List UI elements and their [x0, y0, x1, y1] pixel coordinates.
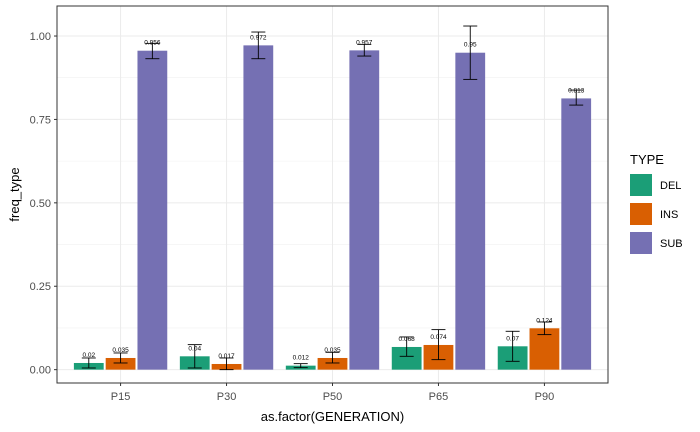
- bar-ins: [317, 357, 348, 370]
- legend-key-sub: [630, 232, 652, 254]
- error-bar: [431, 329, 446, 361]
- x-tick-label: P90: [535, 391, 555, 403]
- y-axis: 0.00 0.25 0.50 0.75 1.00: [30, 31, 57, 377]
- data-labels: 0.02 0.04 0.012 0.068 0.07 0.035 0.017 0.035 0.0…: [82, 34, 584, 361]
- data-label: 0.017: [218, 353, 235, 360]
- legend-label: SUB: [660, 238, 683, 250]
- legend-key-ins: [630, 203, 652, 225]
- error-bar: [145, 42, 160, 60]
- y-tick-label: 1.00: [30, 31, 51, 43]
- data-label: 0.124: [536, 317, 553, 324]
- data-label: 0.957: [356, 39, 373, 46]
- legend-title: TYPE: [630, 152, 664, 167]
- error-bar: [187, 344, 202, 369]
- x-axis-title: as.factor(GENERATION): [261, 409, 405, 424]
- error-bar: [81, 357, 96, 369]
- x-axis: P15 P30 P50 P65 P90: [111, 383, 554, 403]
- error-bar: [251, 31, 266, 60]
- bars: [73, 45, 592, 370]
- y-tick-label: 0.50: [30, 198, 51, 210]
- data-label: 0.95: [464, 42, 477, 49]
- data-label: 0.04: [188, 345, 201, 352]
- data-label: 0.074: [430, 334, 447, 341]
- error-bar: [325, 351, 340, 364]
- error-bars: [81, 25, 584, 371]
- bar-sub: [349, 50, 380, 370]
- bar-sub: [561, 98, 592, 370]
- legend-label: INS: [660, 209, 678, 221]
- y-tick-label: 0.00: [30, 365, 51, 377]
- bar-sub: [243, 45, 274, 370]
- error-bar: [569, 89, 584, 106]
- bar-sub: [455, 52, 486, 370]
- data-label: 0.956: [144, 40, 161, 47]
- data-label: 0.07: [506, 335, 519, 342]
- data-label: 0.012: [293, 355, 310, 362]
- data-label: 0.068: [399, 336, 416, 343]
- x-tick-label: P30: [217, 391, 237, 403]
- data-label: 0.02: [82, 352, 95, 359]
- data-label: 0.035: [324, 347, 341, 354]
- error-bar: [293, 363, 308, 369]
- legend-key-del: [630, 174, 652, 196]
- bar-ins: [105, 357, 136, 370]
- bar-sub: [137, 50, 168, 370]
- error-bar: [537, 321, 552, 336]
- x-tick-label: P50: [323, 391, 343, 403]
- x-tick-label: P65: [429, 391, 449, 403]
- y-tick-label: 0.75: [30, 114, 51, 126]
- error-bar: [113, 352, 128, 364]
- error-bar: [399, 336, 414, 357]
- data-label: 0.035: [112, 347, 129, 354]
- data-label: 0.813: [568, 87, 585, 94]
- error-bar: [505, 330, 520, 362]
- error-bar: [219, 357, 234, 371]
- legend-label: DEL: [660, 180, 681, 192]
- x-tick-label: P15: [111, 391, 131, 403]
- legend: TYPE DEL INS SUB: [630, 152, 683, 254]
- error-bar: [357, 43, 372, 57]
- data-label: 0.972: [250, 34, 267, 41]
- bar-ins: [529, 328, 560, 370]
- y-tick-label: 0.25: [30, 281, 51, 293]
- y-axis-title: freq_type: [7, 167, 22, 221]
- error-bar: [463, 25, 478, 80]
- bar-del: [391, 346, 422, 370]
